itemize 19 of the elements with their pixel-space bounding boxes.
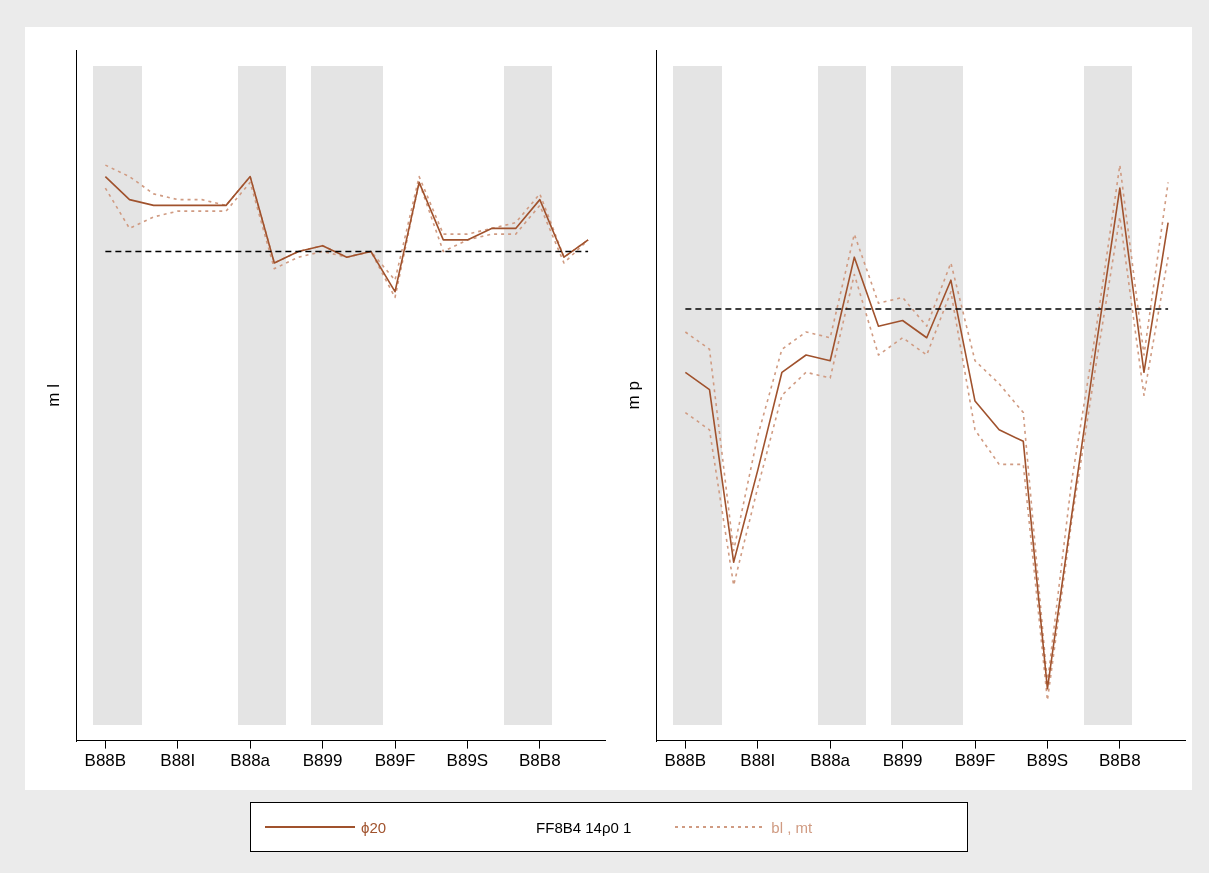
x-tick-label: B89S [1026, 751, 1069, 771]
x-tick-label: B8B8 [519, 751, 561, 771]
x-tick-label: B899 [882, 751, 923, 771]
x-tick-label: B88I [740, 751, 776, 771]
x-tick-label: B88B [84, 751, 127, 771]
text: bl , mt [771, 818, 813, 836]
x-tick-label: B89S [446, 751, 489, 771]
text: ϕ20 [361, 818, 387, 836]
x-tick-label: B88a [810, 751, 851, 771]
x-tick-label: B88B [664, 751, 707, 771]
y-axis-title: m p [623, 381, 643, 410]
x-tick-label: B88I [160, 751, 196, 771]
x-tick-label: B88a [230, 751, 271, 771]
x-tick-label: B89F [374, 751, 416, 771]
x-tick-label: B89F [954, 751, 996, 771]
x-tick-label: B8B8 [1099, 751, 1141, 771]
text: FF8B4 14ρ0 1 [536, 818, 632, 836]
y-axis-title: m l [43, 383, 63, 407]
x-tick-label: B899 [302, 751, 343, 771]
